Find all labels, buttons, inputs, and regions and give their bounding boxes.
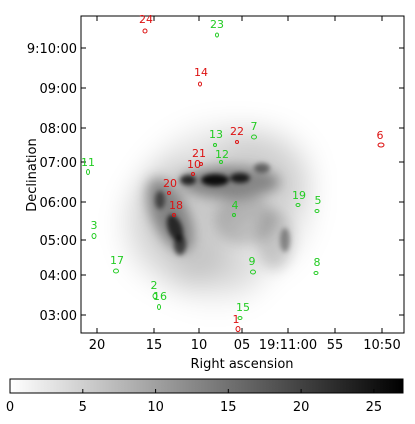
source-label-21: 21 <box>192 147 206 160</box>
y-tick-label: 07:00 <box>40 156 77 171</box>
source-marker-2 <box>152 293 158 299</box>
source-marker-23 <box>215 32 219 38</box>
source-label-3: 3 <box>91 219 98 232</box>
source-label-5: 5 <box>315 194 322 207</box>
y-tick-label: 05:00 <box>40 234 77 249</box>
y-tick-label: 06:00 <box>40 196 77 211</box>
source-label-23: 23 <box>210 18 224 31</box>
x-tick-label: 10:50 <box>363 338 400 353</box>
colorbar-tick-marks <box>9 389 375 393</box>
source-label-15: 15 <box>236 301 250 314</box>
source-marker-1 <box>235 326 241 332</box>
source-label-16: 16 <box>153 290 167 303</box>
source-marker-3 <box>91 233 97 239</box>
source-marker-24 <box>142 28 148 34</box>
source-label-8: 8 <box>314 256 321 269</box>
source-marker-4 <box>232 213 236 217</box>
y-tick-label: 09:00 <box>40 82 77 97</box>
source-marker-12 <box>219 160 223 164</box>
source-marker-16 <box>157 304 161 310</box>
y-tick-labels: 9:10:00 09:00 08:00 07:00 06:00 05:00 04… <box>27 42 77 324</box>
source-marker-17 <box>113 268 119 274</box>
source-marker-22 <box>235 140 239 144</box>
source-marker-18 <box>172 213 176 217</box>
x-axis-title: Right ascension <box>190 357 293 372</box>
source-label-7: 7 <box>251 120 258 133</box>
y-tick-label: 9:10:00 <box>27 42 77 57</box>
source-marker-20 <box>167 191 171 195</box>
colorbar-tick-label: 20 <box>293 400 310 415</box>
y-tick-marks <box>81 47 404 316</box>
x-tick-labels: 20 15 10 05 19:11:00 55 10:50 <box>89 338 401 353</box>
colorbar-tick-label: 25 <box>366 400 383 415</box>
source-marker-19 <box>295 203 301 207</box>
y-axis-title: Declination <box>25 138 40 212</box>
source-markers <box>86 28 385 332</box>
source-marker-7 <box>251 134 257 140</box>
x-tick-label: 19:11:00 <box>259 338 317 353</box>
source-label-24: 24 <box>139 13 153 26</box>
source-marker-15 <box>237 316 243 320</box>
source-marker-10 <box>191 172 195 176</box>
source-label-22: 22 <box>230 125 244 138</box>
colorbar-tick-label: 5 <box>79 400 87 415</box>
source-marker-14 <box>198 81 202 87</box>
source-marker-9 <box>250 269 256 275</box>
source-label-10: 10 <box>187 158 201 171</box>
source-label-18: 18 <box>169 199 183 212</box>
source-label-2: 2 <box>151 279 158 292</box>
source-marker-5 <box>314 209 320 213</box>
source-label-20: 20 <box>163 177 177 190</box>
x-tick-marks <box>96 16 383 333</box>
source-label-6: 6 <box>377 129 384 142</box>
source-marker-11 <box>86 169 90 175</box>
colorbar-tick-label: 10 <box>147 400 164 415</box>
y-tick-label: 04:00 <box>40 269 77 284</box>
x-tick-label: 05 <box>234 338 251 353</box>
source-label-17: 17 <box>110 254 124 267</box>
x-tick-label: 10 <box>191 338 208 353</box>
source-labels: 1 2 3 4 5 6 7 8 9 10 11 12 13 14 15 16 1… <box>81 13 384 326</box>
source-label-11: 11 <box>81 156 95 169</box>
source-label-4: 4 <box>232 199 239 212</box>
colorbar-tick-label: 15 <box>220 400 237 415</box>
colorbar <box>9 378 404 394</box>
source-marker-13 <box>213 143 217 147</box>
colorbar-tick-label: 0 <box>6 400 14 415</box>
source-marker-6 <box>377 142 385 148</box>
source-label-1: 1 <box>233 313 240 326</box>
y-tick-label: 03:00 <box>40 309 77 324</box>
x-tick-label: 55 <box>327 338 344 353</box>
source-label-12: 12 <box>215 148 229 161</box>
x-tick-label: 20 <box>89 338 106 353</box>
source-marker-8 <box>313 271 319 275</box>
source-marker-21 <box>199 162 203 166</box>
nebula-emission <box>125 127 310 302</box>
y-tick-label: 08:00 <box>40 122 77 137</box>
source-label-19: 19 <box>292 189 306 202</box>
source-label-9: 9 <box>249 255 256 268</box>
colorbar-tick-labels: 0 5 10 15 20 25 <box>6 400 382 415</box>
source-label-13: 13 <box>209 128 223 141</box>
x-tick-label: 15 <box>146 338 163 353</box>
source-label-14: 14 <box>194 66 208 79</box>
